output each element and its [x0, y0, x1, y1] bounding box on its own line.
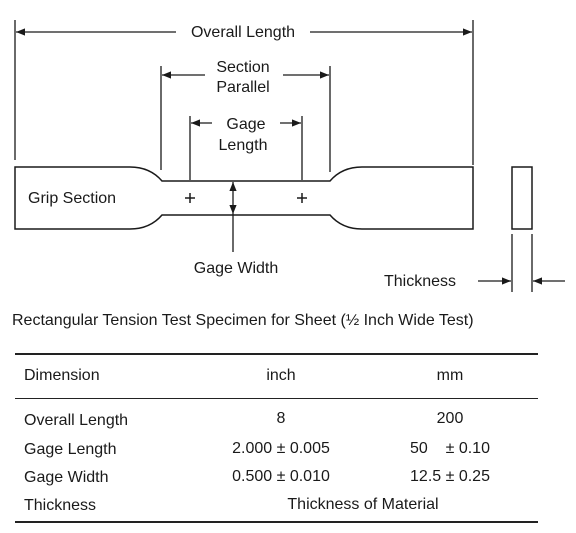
gage-mark-right — [297, 193, 307, 203]
gage-length-dimension: Gage Length — [189, 116, 303, 180]
grip-section-label: Grip Section — [28, 190, 116, 207]
table-top-rule — [15, 353, 538, 355]
gage-width-label: Gage Width — [194, 260, 278, 277]
gage-length-label-line2: Length — [219, 137, 268, 154]
table-header-rule — [15, 398, 538, 399]
row-mm: 200 — [436, 410, 464, 427]
section-parallel-label-line1: Section — [216, 59, 269, 76]
section-parallel-dimension: Section Parallel — [160, 59, 331, 172]
row-dimension: Thickness — [24, 497, 97, 514]
row-mm: 50 ± 0.10 — [410, 440, 490, 457]
section-parallel-label-line2: Parallel — [216, 79, 269, 96]
figure-caption: Rectangular Tension Test Specimen for Sh… — [12, 312, 474, 329]
gage-mark-left — [185, 193, 195, 203]
gage-width-dimension: Gage Width — [194, 182, 278, 277]
specimen-outline — [14, 166, 474, 230]
row-mm: 12.5 ± 0.25 — [410, 468, 490, 485]
thickness-label: Thickness — [384, 273, 456, 290]
table-bottom-rule — [15, 521, 538, 523]
row-dimension: Gage Length — [24, 441, 117, 458]
thickness-end-view: Thickness — [384, 166, 565, 292]
header-inch: inch — [266, 367, 296, 384]
row-dimension: Gage Width — [24, 469, 109, 486]
gage-length-label-line1: Gage — [226, 116, 265, 133]
header-mm: mm — [436, 367, 464, 384]
row-inch: 0.500 ± 0.010 — [232, 468, 330, 485]
specimen-diagram: Overall Length Section Parallel Gage Len… — [14, 20, 565, 292]
overall-length-dimension: Overall Length — [14, 20, 474, 165]
row-inch: 8 — [276, 410, 286, 427]
header-dimension: Dimension — [24, 367, 100, 384]
row-inch: 2.000 ± 0.005 — [232, 440, 330, 457]
row-span-value: Thickness of Material — [287, 496, 439, 513]
overall-length-label: Overall Length — [191, 24, 295, 41]
row-dimension: Overall Length — [24, 412, 129, 429]
